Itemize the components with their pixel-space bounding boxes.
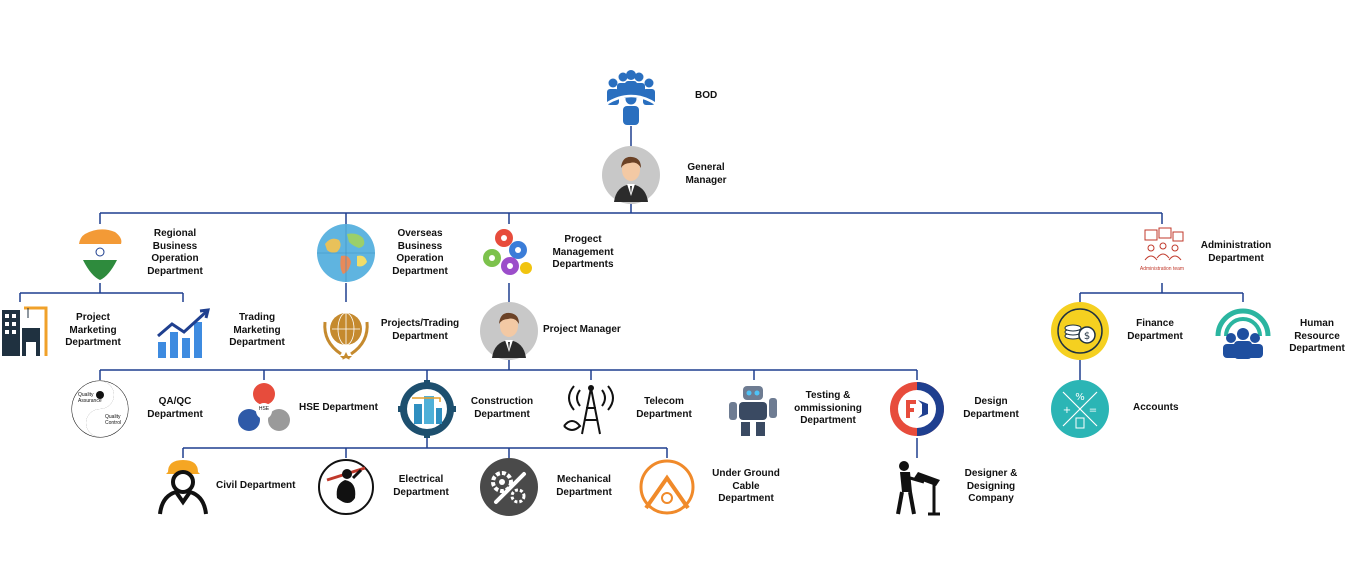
drafting-person-icon xyxy=(888,458,946,516)
gm-avatar-icon xyxy=(602,146,660,204)
finance-label: Finance Department xyxy=(1127,318,1183,342)
team-signal-icon xyxy=(1214,302,1272,360)
testing-label: Testing & ommissioning Department xyxy=(794,390,862,426)
telecom-label: Telecom Department xyxy=(636,396,692,420)
svg-text:%: % xyxy=(1075,392,1085,403)
projects-trading-label: Projects/Trading Department xyxy=(380,318,460,342)
regional-label: Regional Business Operation Department xyxy=(147,228,203,277)
svg-text:+: + xyxy=(1063,405,1071,416)
construction-label: Construction Department xyxy=(470,396,534,420)
india-map-icon xyxy=(71,224,129,282)
telecom-tower-icon xyxy=(562,380,620,438)
hse-label: HSE Department xyxy=(299,402,378,413)
coins-icon: $ xyxy=(1051,302,1109,360)
admin-caption: Administration team xyxy=(1139,266,1185,272)
building-crane-icon xyxy=(0,302,58,360)
design-gear-icon xyxy=(888,380,946,438)
wrench-gear-icon xyxy=(480,458,538,516)
globe-laurel-icon xyxy=(317,302,375,360)
mechanical-label: Mechanical Department xyxy=(556,474,612,498)
board-people-icon xyxy=(602,68,660,126)
electrical-label: Electrical Department xyxy=(393,474,449,498)
qaqc-label: QA/QC Department xyxy=(147,396,203,420)
pm-label: Project Manager xyxy=(543,324,621,335)
gm-label: General Manager xyxy=(685,162,727,186)
qa-text: Quality Assurance xyxy=(78,392,102,404)
project-marketing-label: Project Marketing Department xyxy=(65,312,121,348)
qc-text: Quality Control xyxy=(105,414,122,426)
bod-label: BOD xyxy=(695,90,718,101)
overseas-label: Overseas Business Operation Department xyxy=(392,228,448,277)
trading-marketing-label: Trading Marketing Department xyxy=(229,312,285,348)
underground-label: Under Ground Cable Department xyxy=(712,468,780,504)
civil-label: Civil Department xyxy=(216,480,296,491)
yin-yang-icon xyxy=(71,380,129,438)
hse-text: HSE xyxy=(258,406,270,412)
admin-label: Administration Department xyxy=(1200,240,1272,264)
accounts-label: Accounts xyxy=(1133,402,1179,413)
designer-label: Designer & Designing Company xyxy=(964,468,1018,504)
robot-icon xyxy=(725,380,783,438)
hardhat-worker-icon xyxy=(154,458,212,516)
hr-label: Human Resource Department xyxy=(1289,318,1345,354)
hse-triangle-icon xyxy=(235,380,293,438)
pm-avatar-icon xyxy=(480,302,538,360)
electrician-icon xyxy=(317,458,375,516)
administration-team-icon xyxy=(1133,224,1191,282)
tunnel-icon xyxy=(638,458,696,516)
svg-text:=: = xyxy=(1089,405,1097,416)
world-map-icon xyxy=(317,224,375,282)
calculator-icon: % + = xyxy=(1051,380,1109,438)
svg-text:$: $ xyxy=(1084,331,1090,342)
gears-icon xyxy=(480,224,538,282)
pmd-label: Progect Management Departments xyxy=(552,234,614,270)
construction-gear-icon xyxy=(398,380,456,438)
design-label: Design Department xyxy=(963,396,1019,420)
growth-chart-icon xyxy=(154,302,212,360)
